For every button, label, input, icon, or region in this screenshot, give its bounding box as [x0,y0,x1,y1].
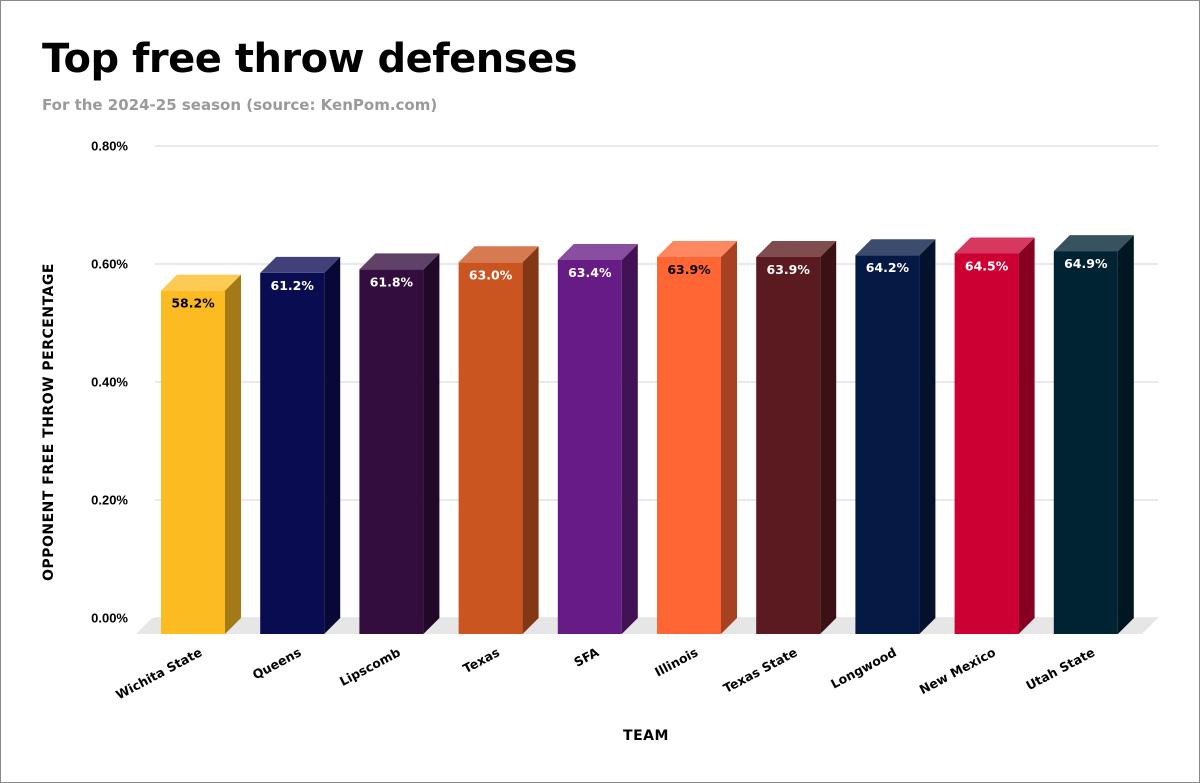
bar-top [260,256,341,273]
x-tick-label: Texas State [721,644,800,696]
bar-side [324,256,341,634]
y-tick-label: 0.80% [91,139,128,154]
bar [260,272,325,634]
bar [458,262,523,634]
x-tick-label: Wichita State [113,644,204,702]
bar-side [1018,237,1035,634]
y-tick-label: 0.60% [91,257,128,272]
x-tick-label: Lipscomb [337,644,403,689]
bar-top [1053,235,1134,252]
bar-top [359,253,440,270]
bar-top [458,246,539,263]
bar-side [721,240,737,635]
bar-top [657,240,737,257]
bar-side [621,243,638,634]
data-label: 61.2% [271,278,315,293]
data-label: 63.0% [469,267,513,282]
bar-top [161,274,241,291]
data-label: 63.4% [568,265,612,280]
bar-side [1117,235,1134,634]
bar [657,256,721,634]
y-tick-label: 0.40% [91,375,128,390]
x-tick-label: Longwood [828,644,899,691]
bar [855,255,920,634]
chart-title: Top free throw defenses [42,36,578,82]
data-label: 63.9% [767,262,811,277]
x-axis-title: TEAM [623,728,669,744]
x-tick-label: New Mexico [917,644,999,697]
bar-side [423,253,440,634]
bars: 58.2% 61.2% 61.8% 63.0% 63.4% 63.9% 63.9% 64.2%… [161,235,1134,635]
x-tick-labels: Wichita State Queens Lipscomb Texas SFA Illin… [113,644,1097,702]
bar [359,269,424,634]
bar-side [225,274,241,634]
data-label: 63.9% [667,262,711,277]
x-tick-label: SFA [571,644,601,670]
bar-top [557,243,638,260]
y-tick-labels: 0.00% 0.20% 0.40% 0.60% 0.80% [91,139,128,626]
bar [954,253,1019,634]
bar-side [522,246,539,635]
bar [557,259,622,634]
bar-side [919,239,936,634]
x-tick-label: Texas [460,644,502,676]
x-tick-label: Utah State [1023,644,1097,693]
bar-top [756,240,837,257]
x-tick-label: Illinois [652,644,700,679]
data-label: 61.8% [370,274,414,289]
y-tick-label: 0.20% [91,493,128,508]
bar-top [954,237,1035,254]
data-label: 64.9% [1064,256,1108,271]
data-label: 64.2% [866,260,910,275]
data-label: 64.5% [965,258,1009,273]
bar [756,256,821,634]
bar-side [820,240,837,635]
chart-subtitle: For the 2024-25 season (source: KenPom.c… [42,96,438,114]
x-tick-label: Queens [250,644,304,682]
bar [1053,251,1118,634]
y-tick-label: 0.00% [91,611,128,626]
bar [161,290,225,634]
y-axis-title: OPPONENT FREE THROW PERCENTAGE [41,263,57,581]
data-label: 58.2% [171,296,215,311]
bar-top [855,239,936,256]
